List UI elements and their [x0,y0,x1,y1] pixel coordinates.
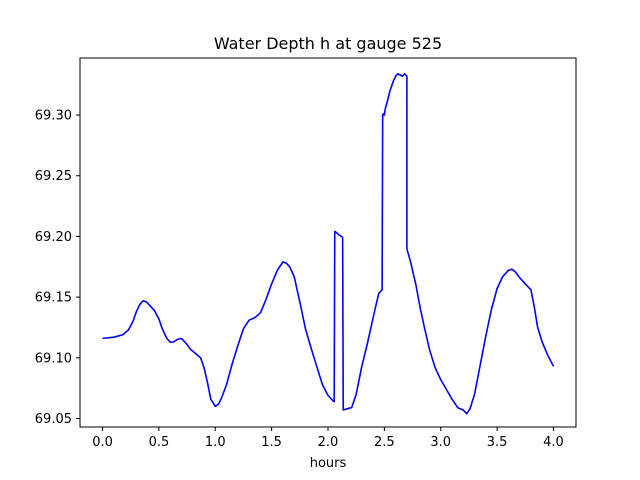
y-tick-label: 69.25 [35,169,72,184]
x-tick-label: 4.0 [543,435,564,450]
y-tick-label: 69.15 [35,291,72,306]
y-tick-label: 69.10 [35,351,72,366]
y-tick-label: 69.30 [35,109,72,124]
chart-title: Water Depth h at gauge 525 [214,34,442,53]
x-axis: 0.0 0.5 1.0 1.5 2.0 2.5 3.0 3.5 4.0 [92,427,564,450]
y-tick-label: 69.05 [35,412,72,427]
x-tick-label: 0.5 [149,435,170,450]
x-tick-label: 1.5 [261,435,282,450]
y-tick-label: 69.20 [35,230,72,245]
x-axis-label: hours [310,456,347,471]
x-tick-label: 2.0 [318,435,339,450]
y-axis: 69.05 69.10 69.15 69.20 69.25 69.30 [35,109,80,427]
series-line-0 [102,72,555,415]
x-tick-label: 2.5 [374,435,395,450]
x-tick-label: 1.0 [205,435,226,450]
x-tick-label: 0.0 [92,435,113,450]
x-tick-label: 3.0 [430,435,451,450]
x-tick-label: 3.5 [487,435,508,450]
plot-area [102,72,555,415]
